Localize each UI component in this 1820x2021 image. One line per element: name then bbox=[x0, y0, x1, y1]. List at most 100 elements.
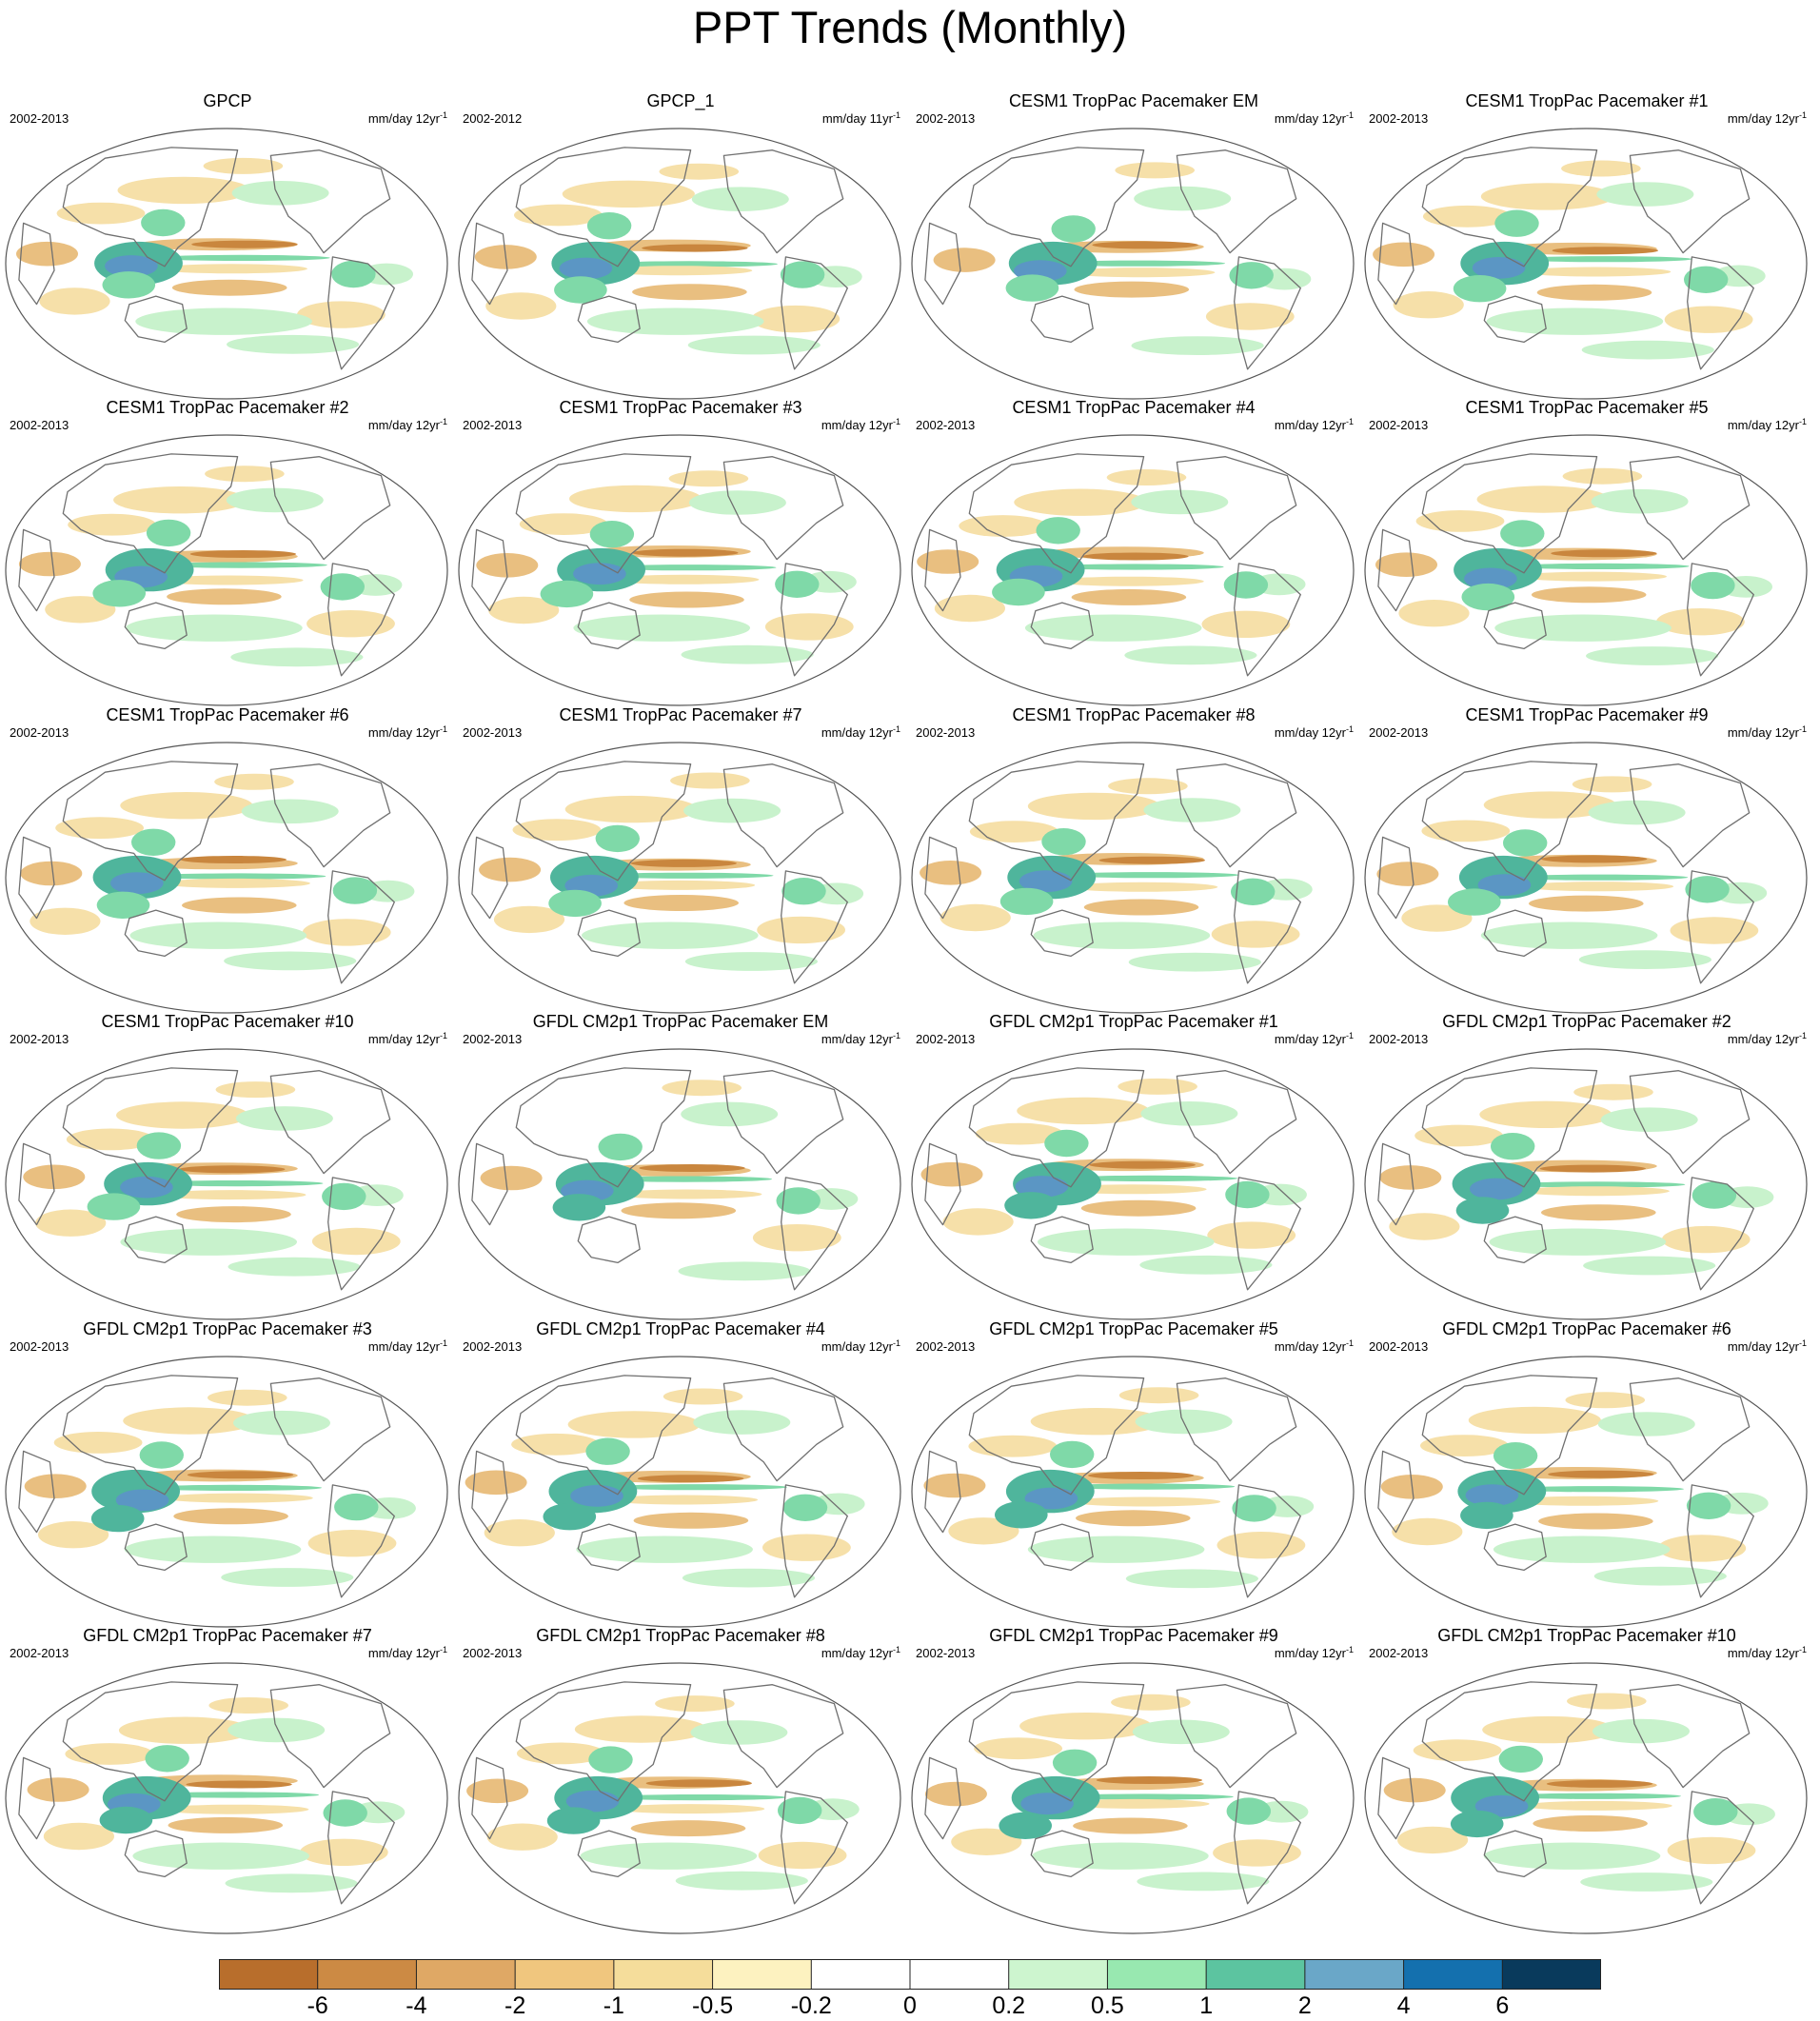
anomaly-patch bbox=[662, 1080, 742, 1097]
coast-greenland bbox=[824, 752, 861, 776]
anomaly-patch bbox=[780, 261, 825, 288]
coast-africa bbox=[924, 528, 961, 612]
anomaly-patch bbox=[595, 824, 640, 853]
coast-asia bbox=[62, 1681, 239, 1802]
anomaly-patch bbox=[1578, 950, 1711, 969]
anomaly-patch bbox=[690, 1720, 788, 1745]
anomaly-patch bbox=[608, 574, 760, 585]
coast-australia bbox=[124, 1523, 188, 1572]
anomaly-patch bbox=[687, 335, 821, 355]
panel-period: 2002-2013 bbox=[1369, 418, 1429, 432]
anomaly-patch bbox=[621, 1202, 737, 1219]
coast-australia bbox=[577, 602, 641, 650]
anomaly-patch bbox=[512, 819, 602, 842]
panel-units-text: mm/day 12yr bbox=[1274, 1646, 1346, 1660]
panel-units-exponent: -1 bbox=[892, 1031, 900, 1040]
panel-units-text: mm/day 12yr bbox=[821, 1646, 893, 1660]
anomaly-field bbox=[18, 752, 415, 984]
map-border bbox=[911, 1356, 1355, 1628]
anomaly-patch bbox=[99, 1806, 153, 1834]
anomaly-patch bbox=[1693, 1798, 1738, 1826]
panel-title: GFDL CM2p1 TropPac Pacemaker #5 bbox=[989, 1319, 1278, 1338]
colorbar-tick-label: -2 bbox=[504, 1992, 526, 2019]
anomaly-patch bbox=[565, 1790, 620, 1813]
map-panel: GFDL CM2p1 TropPac Pacemaker #4 2002-2013… bbox=[453, 1318, 908, 1628]
anomaly-patch bbox=[241, 799, 339, 824]
anomaly-patch bbox=[479, 857, 542, 882]
panel-units-exponent: -1 bbox=[892, 1645, 900, 1654]
panel-units-text: mm/day 12yr bbox=[821, 1339, 893, 1354]
panel-period: 2002-2013 bbox=[1369, 1646, 1429, 1660]
coast-north-america bbox=[1176, 456, 1297, 561]
anomaly-patch bbox=[663, 1388, 743, 1405]
anomaly-patch bbox=[176, 1206, 291, 1223]
coast-greenland bbox=[371, 1366, 408, 1390]
coast-africa bbox=[18, 836, 55, 920]
coast-australia bbox=[577, 1523, 641, 1572]
anomaly-patch bbox=[1089, 1160, 1196, 1169]
coast-north-america bbox=[1629, 763, 1751, 868]
anomaly-patch bbox=[465, 1470, 527, 1496]
anomaly-patch bbox=[1529, 895, 1644, 912]
panel-period: 2002-2013 bbox=[10, 418, 69, 432]
anomaly-field bbox=[924, 1673, 1315, 1905]
map-border bbox=[458, 1356, 901, 1628]
panel-period: 2002-2013 bbox=[10, 725, 69, 740]
coast-africa bbox=[1377, 1450, 1414, 1534]
trend-map bbox=[1364, 1662, 1808, 1934]
coast-australia bbox=[577, 1216, 641, 1264]
coast-south-america bbox=[1234, 256, 1301, 370]
anomaly-patch bbox=[1691, 571, 1735, 600]
anomaly-field bbox=[923, 1366, 1315, 1598]
anomaly-patch bbox=[1520, 267, 1672, 277]
coast-africa bbox=[1377, 528, 1414, 612]
coast-north-america bbox=[1176, 1377, 1297, 1482]
coast-greenland bbox=[1731, 138, 1768, 162]
panel-period: 2002-2013 bbox=[10, 111, 69, 126]
panel-units-text: mm/day 12yr bbox=[1727, 111, 1799, 126]
panel-units-exponent: -1 bbox=[892, 110, 900, 120]
anomaly-patch bbox=[145, 1745, 189, 1773]
anomaly-patch bbox=[24, 1474, 87, 1498]
coast-asia bbox=[1421, 147, 1598, 267]
panel-units-exponent: -1 bbox=[439, 1031, 447, 1040]
map-border bbox=[5, 742, 448, 1014]
panel-units-exponent: -1 bbox=[1798, 1338, 1807, 1348]
anomaly-patch bbox=[1050, 1440, 1095, 1469]
anomaly-patch bbox=[152, 575, 304, 585]
anomaly-patch bbox=[117, 176, 250, 205]
map-panel: GPCP_1 2002-2012 mm/day 11yr-1 bbox=[453, 90, 908, 400]
anomaly-patch bbox=[180, 856, 287, 863]
colorbar-tick-label: -0.5 bbox=[692, 1992, 734, 2019]
anomaly-patch bbox=[630, 859, 737, 867]
panel-title: GPCP bbox=[203, 91, 252, 110]
panel-title: GFDL CM2p1 TropPac Pacemaker #6 bbox=[1442, 1319, 1731, 1338]
anomaly-patch bbox=[564, 795, 698, 823]
trend-map bbox=[1364, 128, 1808, 400]
trend-map bbox=[5, 434, 448, 706]
anomaly-patch bbox=[1047, 564, 1224, 570]
coast-australia bbox=[124, 909, 188, 958]
anomaly-patch bbox=[1684, 266, 1729, 293]
anomaly-patch bbox=[1032, 1842, 1209, 1870]
map-border bbox=[1364, 1662, 1808, 1934]
coast-africa bbox=[924, 1450, 961, 1534]
coast-south-america bbox=[781, 1484, 848, 1598]
map-border bbox=[5, 1048, 448, 1320]
panel-units-exponent: -1 bbox=[1798, 1645, 1807, 1654]
anomaly-patch bbox=[951, 1828, 1022, 1855]
anomaly-patch bbox=[1494, 614, 1672, 642]
anomaly-patch bbox=[1137, 1872, 1270, 1892]
anomaly-patch bbox=[598, 1133, 643, 1161]
anomaly-patch bbox=[129, 921, 307, 949]
panel-title: CESM1 TropPac Pacemaker #3 bbox=[559, 398, 802, 417]
colorbar-tick-label: -6 bbox=[307, 1992, 328, 2019]
coast-asia bbox=[62, 1375, 239, 1496]
coast-greenland bbox=[1731, 1673, 1768, 1696]
trend-map bbox=[5, 1662, 448, 1934]
panel-title: GFDL CM2p1 TropPac Pacemaker #2 bbox=[1442, 1012, 1731, 1031]
coast-australia bbox=[124, 1216, 188, 1264]
anomaly-patch bbox=[1480, 183, 1613, 210]
anomaly-field bbox=[471, 1059, 861, 1291]
anomaly-patch bbox=[576, 1536, 753, 1563]
